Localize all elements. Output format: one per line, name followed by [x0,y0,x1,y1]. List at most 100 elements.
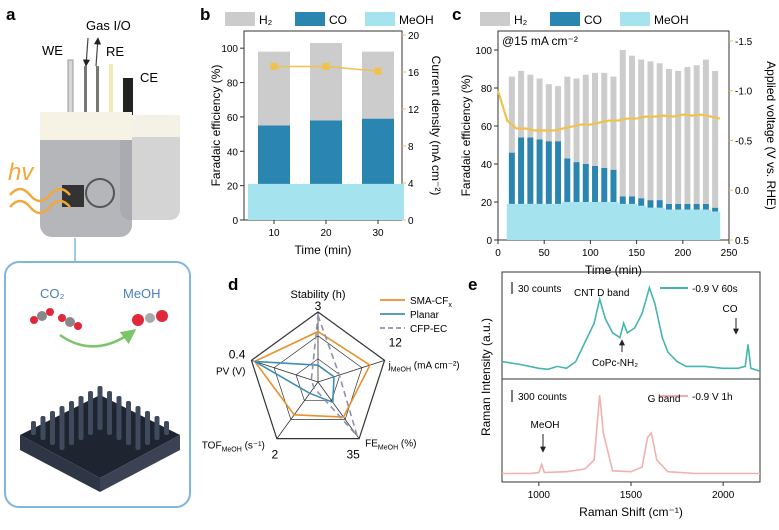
b-y2label: Current density (mA cm⁻²) [429,56,443,196]
panel-c-legend: H₂ CO MeOH [480,12,689,27]
d-series-2 [310,315,358,437]
b-bar-H-0 [258,51,290,126]
pillar-43 [126,431,131,445]
c-bar-MeOH-21 [700,209,711,240]
c-xtick-label-2: 100 [582,248,599,259]
pillar-46 [145,431,150,445]
c-bar-MeOH-7 [571,202,582,240]
b-bar-MeOH-2 [352,183,404,220]
d-spoke-3 [276,381,319,439]
conversion-arrow [59,328,137,348]
working-electrode [62,185,84,207]
d-spoke-2 [317,381,360,439]
e-annot-copc: CoPc-NH₂ [592,358,638,369]
e-xlabel: Raman Shift (cm⁻¹) [579,505,683,519]
c-bar-CO-20 [693,203,700,210]
c-bar-CO-7 [573,162,580,202]
c-bar-H-4 [545,84,552,142]
c-bar-CO-1 [518,137,525,204]
c-bar-CO-11 [610,169,617,202]
c-bar-CO-0 [508,152,515,204]
b-ytick-label-5: 100 [221,44,238,55]
b-bar-CO-2 [362,118,394,184]
c-bar-H-1 [518,70,525,138]
c-bar-H-8 [582,74,589,164]
d-legend-label-1: Planar [410,310,440,321]
b-bar-H-1 [310,43,342,121]
panel-b-current-line [270,62,382,75]
c-bar-CO-21 [702,203,709,210]
b-y2tick-label-2: 8 [408,142,414,153]
c-bar-MeOH-19 [682,209,693,240]
pillar-base-left [20,435,100,492]
c-bar-H-13 [628,55,635,197]
c-bar-CO-22 [712,207,719,212]
c-ytick-label-4: 80 [481,84,493,95]
c-bar-H-6 [564,76,571,159]
c-ytick-label-0: 0 [486,236,492,247]
c-y2tick-label-2: -0.5 [735,136,753,147]
counter-cell [120,115,180,220]
c-bar-MeOH-5 [552,203,564,240]
pillar-39 [116,426,122,440]
legend-swatch-2 [365,12,395,26]
b-xtick-label-1: 20 [320,228,332,239]
c-bar-H-14 [638,59,645,199]
pillar-base-right [100,435,180,492]
c-bar-MeOH-10 [599,202,610,240]
b-bar-MeOH-1 [300,183,352,220]
d-axis-max-1: 12 [389,335,403,349]
c-bar-MeOH-3 [534,203,545,240]
pillar-31 [59,436,65,450]
b-current-marker-2 [374,67,382,75]
b-current-marker-0 [270,62,278,70]
label-meoh: MeOH [123,286,161,301]
ce-rod [123,78,133,128]
d-spoke-4 [251,359,319,383]
c-bar-MeOH-22 [710,211,721,240]
c-bar-H-7 [573,78,580,163]
panel-b-bars [248,43,404,220]
label-gas-io: Gas I/O [86,18,131,33]
label-hv: hv [8,159,35,186]
c-xtick-label-1: 50 [539,248,551,259]
cell-window [85,178,115,208]
b-current-marker-1 [322,62,330,70]
e-scale-label-1: 300 counts [518,392,567,403]
pillar-35 [107,421,112,435]
d-series-0 [253,330,371,418]
c-ytick-label-1: 20 [481,198,493,209]
c-bar-CO-16 [656,200,663,208]
c-bar-CO-10 [601,167,608,202]
c-bar-MeOH-6 [562,202,573,240]
c-bar-MeOH-1 [516,203,527,240]
b-xlabel: Time (min) [295,243,352,257]
b-ytick-label-1: 20 [227,182,239,193]
gas-in-arrow [82,37,91,67]
c-bar-MeOH-17 [663,209,675,240]
c-xtick-label-3: 150 [628,248,645,259]
c-bar-CO-3 [536,139,543,204]
e-annot-meoh: MeOH [531,420,560,431]
c-bar-CO-6 [564,158,571,202]
c-bar-MeOH-9 [589,202,601,240]
c-y2label: Applied voltage (V vs. RHE) [764,61,778,210]
e-xtick-label-0: 1000 [528,490,551,501]
c-bar-CO-13 [628,196,635,204]
gas-tube-1 [84,66,87,126]
c-bar-MeOH-0 [506,203,517,240]
e-spectrum-0 [501,284,761,372]
working-cell-cap [40,112,132,140]
pillar-45 [154,426,160,440]
c-bar-H-10 [601,72,608,168]
pillar-15 [40,426,46,440]
panel-c-voltage-line [496,90,720,132]
c-bar-H-12 [619,50,626,197]
gas-out-arrow [93,37,102,67]
c-ytick-label-2: 40 [481,160,493,171]
c-bar-MeOH-18 [673,209,684,240]
e-annot-cnt-d-band: CNT D band [574,288,629,299]
c-bar-CO-9 [592,165,599,202]
b-y2tick-label-4: 16 [408,68,420,79]
